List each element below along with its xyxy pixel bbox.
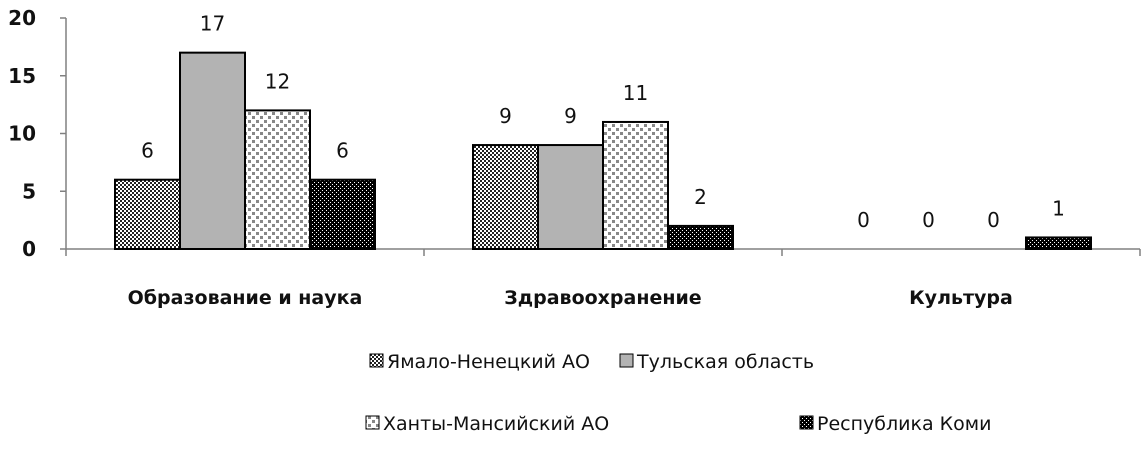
bar bbox=[1025, 236, 1092, 250]
category-label: Образование и наука bbox=[128, 287, 363, 309]
bar bbox=[114, 178, 181, 250]
bar bbox=[179, 51, 246, 251]
data-label: 0 bbox=[922, 208, 935, 232]
bar bbox=[244, 109, 311, 251]
legend-swatch bbox=[799, 415, 814, 430]
legend-label: Тульская область bbox=[636, 351, 814, 373]
legend-swatch bbox=[619, 353, 634, 368]
data-label: 12 bbox=[265, 69, 290, 93]
data-label: 9 bbox=[499, 104, 512, 128]
data-label: 9 bbox=[564, 104, 577, 128]
data-label: 0 bbox=[857, 208, 870, 232]
bar bbox=[309, 178, 376, 250]
legend-label: Республика Коми bbox=[817, 413, 991, 435]
legend-label: Ямало-Ненецкий АО bbox=[387, 351, 590, 373]
data-label: 2 bbox=[694, 185, 707, 209]
bar bbox=[602, 120, 669, 250]
category-label: Культура bbox=[909, 287, 1013, 309]
bar bbox=[472, 144, 539, 250]
bar bbox=[537, 144, 604, 250]
legend-swatch bbox=[365, 415, 380, 430]
legend-label: Ханты-Мансийский АО bbox=[383, 413, 609, 435]
category-label: Здравоохранение bbox=[504, 287, 701, 309]
data-label: 1 bbox=[1052, 196, 1065, 220]
y-tick-label: 15 bbox=[8, 64, 36, 88]
data-label: 11 bbox=[623, 81, 648, 105]
y-tick-label: 20 bbox=[8, 6, 36, 30]
data-label: 6 bbox=[336, 139, 349, 163]
legend-swatch bbox=[369, 353, 384, 368]
data-label: 6 bbox=[141, 139, 154, 163]
y-tick-label: 0 bbox=[22, 237, 36, 261]
data-label: 17 bbox=[200, 12, 225, 36]
y-tick-label: 5 bbox=[22, 179, 36, 203]
data-label: 0 bbox=[987, 208, 1000, 232]
y-tick-label: 10 bbox=[8, 122, 36, 146]
bar bbox=[667, 224, 734, 250]
